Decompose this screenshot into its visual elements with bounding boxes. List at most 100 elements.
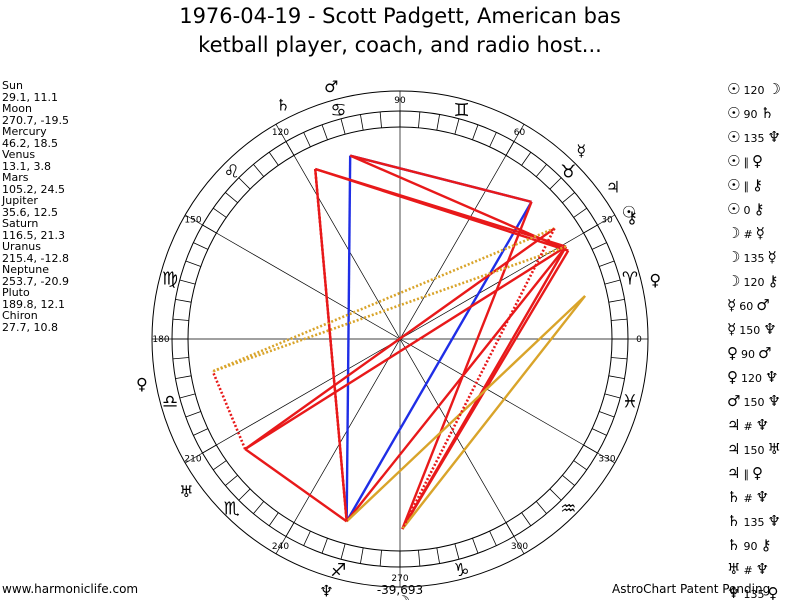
aspect-value: 120 xyxy=(741,372,762,385)
planet-glyph-icon: ☽ xyxy=(727,224,741,242)
planet-coords: 270.7, -19.5 xyxy=(2,113,69,127)
degree-tick xyxy=(321,124,328,140)
planet-glyph-icon: ♆ xyxy=(319,581,333,600)
degree-tick xyxy=(562,192,575,204)
planet-glyph-icon: ♄ xyxy=(727,512,741,530)
planet-glyph-icon: ☉ xyxy=(727,104,741,122)
planet-glyph-icon: ♀ xyxy=(767,584,779,602)
planet-glyph-icon: ☽ xyxy=(727,248,741,266)
planet-positions-list: Sun 29.1, 11.1 Moon 270.7, -19.5 Mercury 46.2… xyxy=(2,80,69,333)
aspect-line xyxy=(212,227,555,373)
aspect-value: 120 xyxy=(743,84,765,97)
aspect-line xyxy=(345,295,586,523)
planet-coords: 46.2, 18.5 xyxy=(2,136,58,150)
planet-name: Mars xyxy=(2,171,29,184)
planet-glyph-icon: ☉ xyxy=(727,200,741,218)
aspect-row: ☿ 150 ♆ xyxy=(727,318,800,342)
degree-tick xyxy=(599,411,615,418)
planet-coords: 189.8, 12.1 xyxy=(2,297,65,311)
planet-glyph-icon: ♂ xyxy=(756,296,770,314)
planet-glyph-icon: ♃ xyxy=(727,416,741,434)
zodiac-sign-icon: ♐ xyxy=(330,560,346,581)
degree-tick xyxy=(521,152,532,166)
degree-tick xyxy=(175,375,192,379)
aspect-row: ☽ 135 ☿ xyxy=(727,246,800,270)
planet-glyph-icon: ♅ xyxy=(179,482,193,501)
degree-tick xyxy=(472,124,479,140)
aspect-row: ☉ ∥ ⚷ xyxy=(727,174,800,198)
zodiac-sign-icon: ♈ xyxy=(622,268,638,289)
planet-glyph-icon: ⚷ xyxy=(751,176,763,194)
aspect-value: ∥ xyxy=(743,180,749,193)
aspect-value: 135 xyxy=(743,132,765,145)
degree-tick xyxy=(489,132,497,148)
planet-name: Moon xyxy=(2,102,32,115)
aspect-row: ♅ # ♆ xyxy=(727,558,800,582)
aspect-line xyxy=(401,295,586,530)
planet-glyph-icon: ♀ xyxy=(727,344,738,362)
aspect-line xyxy=(244,245,567,451)
chart-title: 1976-04-19 - Scott Padgett, American bas… xyxy=(0,2,800,60)
planet-glyph-icon: ♂ xyxy=(324,77,338,96)
aspect-line xyxy=(345,201,533,522)
bottom-readout: -39,693 xyxy=(377,583,423,597)
aspect-line xyxy=(345,155,352,522)
aspect-line xyxy=(401,227,556,530)
degree-label: 0 xyxy=(636,335,642,345)
aspect-value: # xyxy=(743,420,753,433)
planet-name: Venus xyxy=(2,148,36,161)
planet-glyph-icon: ♆ xyxy=(763,320,777,338)
aspect-line xyxy=(349,154,532,204)
aspect-row: ☉ 90 ♄ xyxy=(727,102,800,126)
planet-glyph-icon: ♆ xyxy=(727,584,741,602)
degree-tick xyxy=(321,538,328,554)
aspect-value: 135 xyxy=(743,252,765,265)
planet-coords: 35.6, 12.5 xyxy=(2,205,58,219)
degree-tick xyxy=(562,474,575,486)
degree-tick xyxy=(599,260,615,267)
planet-glyph-icon: ♃ xyxy=(727,464,741,482)
planet-glyph-icon: ⚷ xyxy=(626,208,638,227)
planet-coords: 27.7, 10.8 xyxy=(2,320,58,334)
degree-tick xyxy=(573,207,587,218)
planet-glyph-icon: ☿ xyxy=(727,296,737,314)
degree-tick xyxy=(454,543,460,560)
title-line-1: 1976-04-19 - Scott Padgett, American bas xyxy=(179,4,621,28)
planet-name: Sun xyxy=(2,79,23,92)
aspect-line xyxy=(314,167,569,252)
aspect-row: ♀ 90 ♂ xyxy=(727,342,800,366)
aspect-value: 90 xyxy=(743,540,758,553)
degree-tick xyxy=(185,411,201,418)
planet-glyph-icon: ♆ xyxy=(767,512,781,530)
degree-label: 270 xyxy=(391,574,408,584)
planet-glyph-icon: ☉ xyxy=(727,176,741,194)
planet-glyph-icon: ☽ xyxy=(767,80,781,98)
aspect-value: 135 xyxy=(743,516,765,529)
degree-tick xyxy=(179,279,196,285)
degree-label: 120 xyxy=(272,128,289,138)
degree-label: 150 xyxy=(184,216,201,226)
aspect-row: ♄ # ♆ xyxy=(727,486,800,510)
degree-tick xyxy=(535,501,547,514)
degree-tick xyxy=(340,118,346,135)
footer-website[interactable]: www.harmoniclife.com xyxy=(2,582,139,596)
planet-glyph-icon: ♆ xyxy=(767,128,781,146)
title-line-2: ketball player, coach, and radio host... xyxy=(198,33,602,57)
aspect-row: ♄ 90 ⚷ xyxy=(727,534,800,558)
degree-tick xyxy=(418,550,421,567)
aspect-line xyxy=(313,168,348,522)
planet-coords: 105.2, 24.5 xyxy=(2,182,65,196)
planet-glyph-icon: ☿ xyxy=(576,141,586,160)
degree-label: 180 xyxy=(152,335,169,345)
degree-tick xyxy=(179,393,196,399)
zodiac-sign-icon: ♎ xyxy=(162,392,178,413)
zodiac-sign-icon: ♋ xyxy=(330,100,346,121)
degree-tick xyxy=(213,207,227,218)
planet-glyph-icon: ♅ xyxy=(727,560,741,578)
planet-glyph-icon: ♀ xyxy=(751,464,763,482)
degree-tick xyxy=(436,114,440,131)
planet-glyph-icon: ♄ xyxy=(727,536,741,554)
planet-name: Uranus xyxy=(2,240,41,253)
aspect-value: 60 xyxy=(739,300,754,313)
